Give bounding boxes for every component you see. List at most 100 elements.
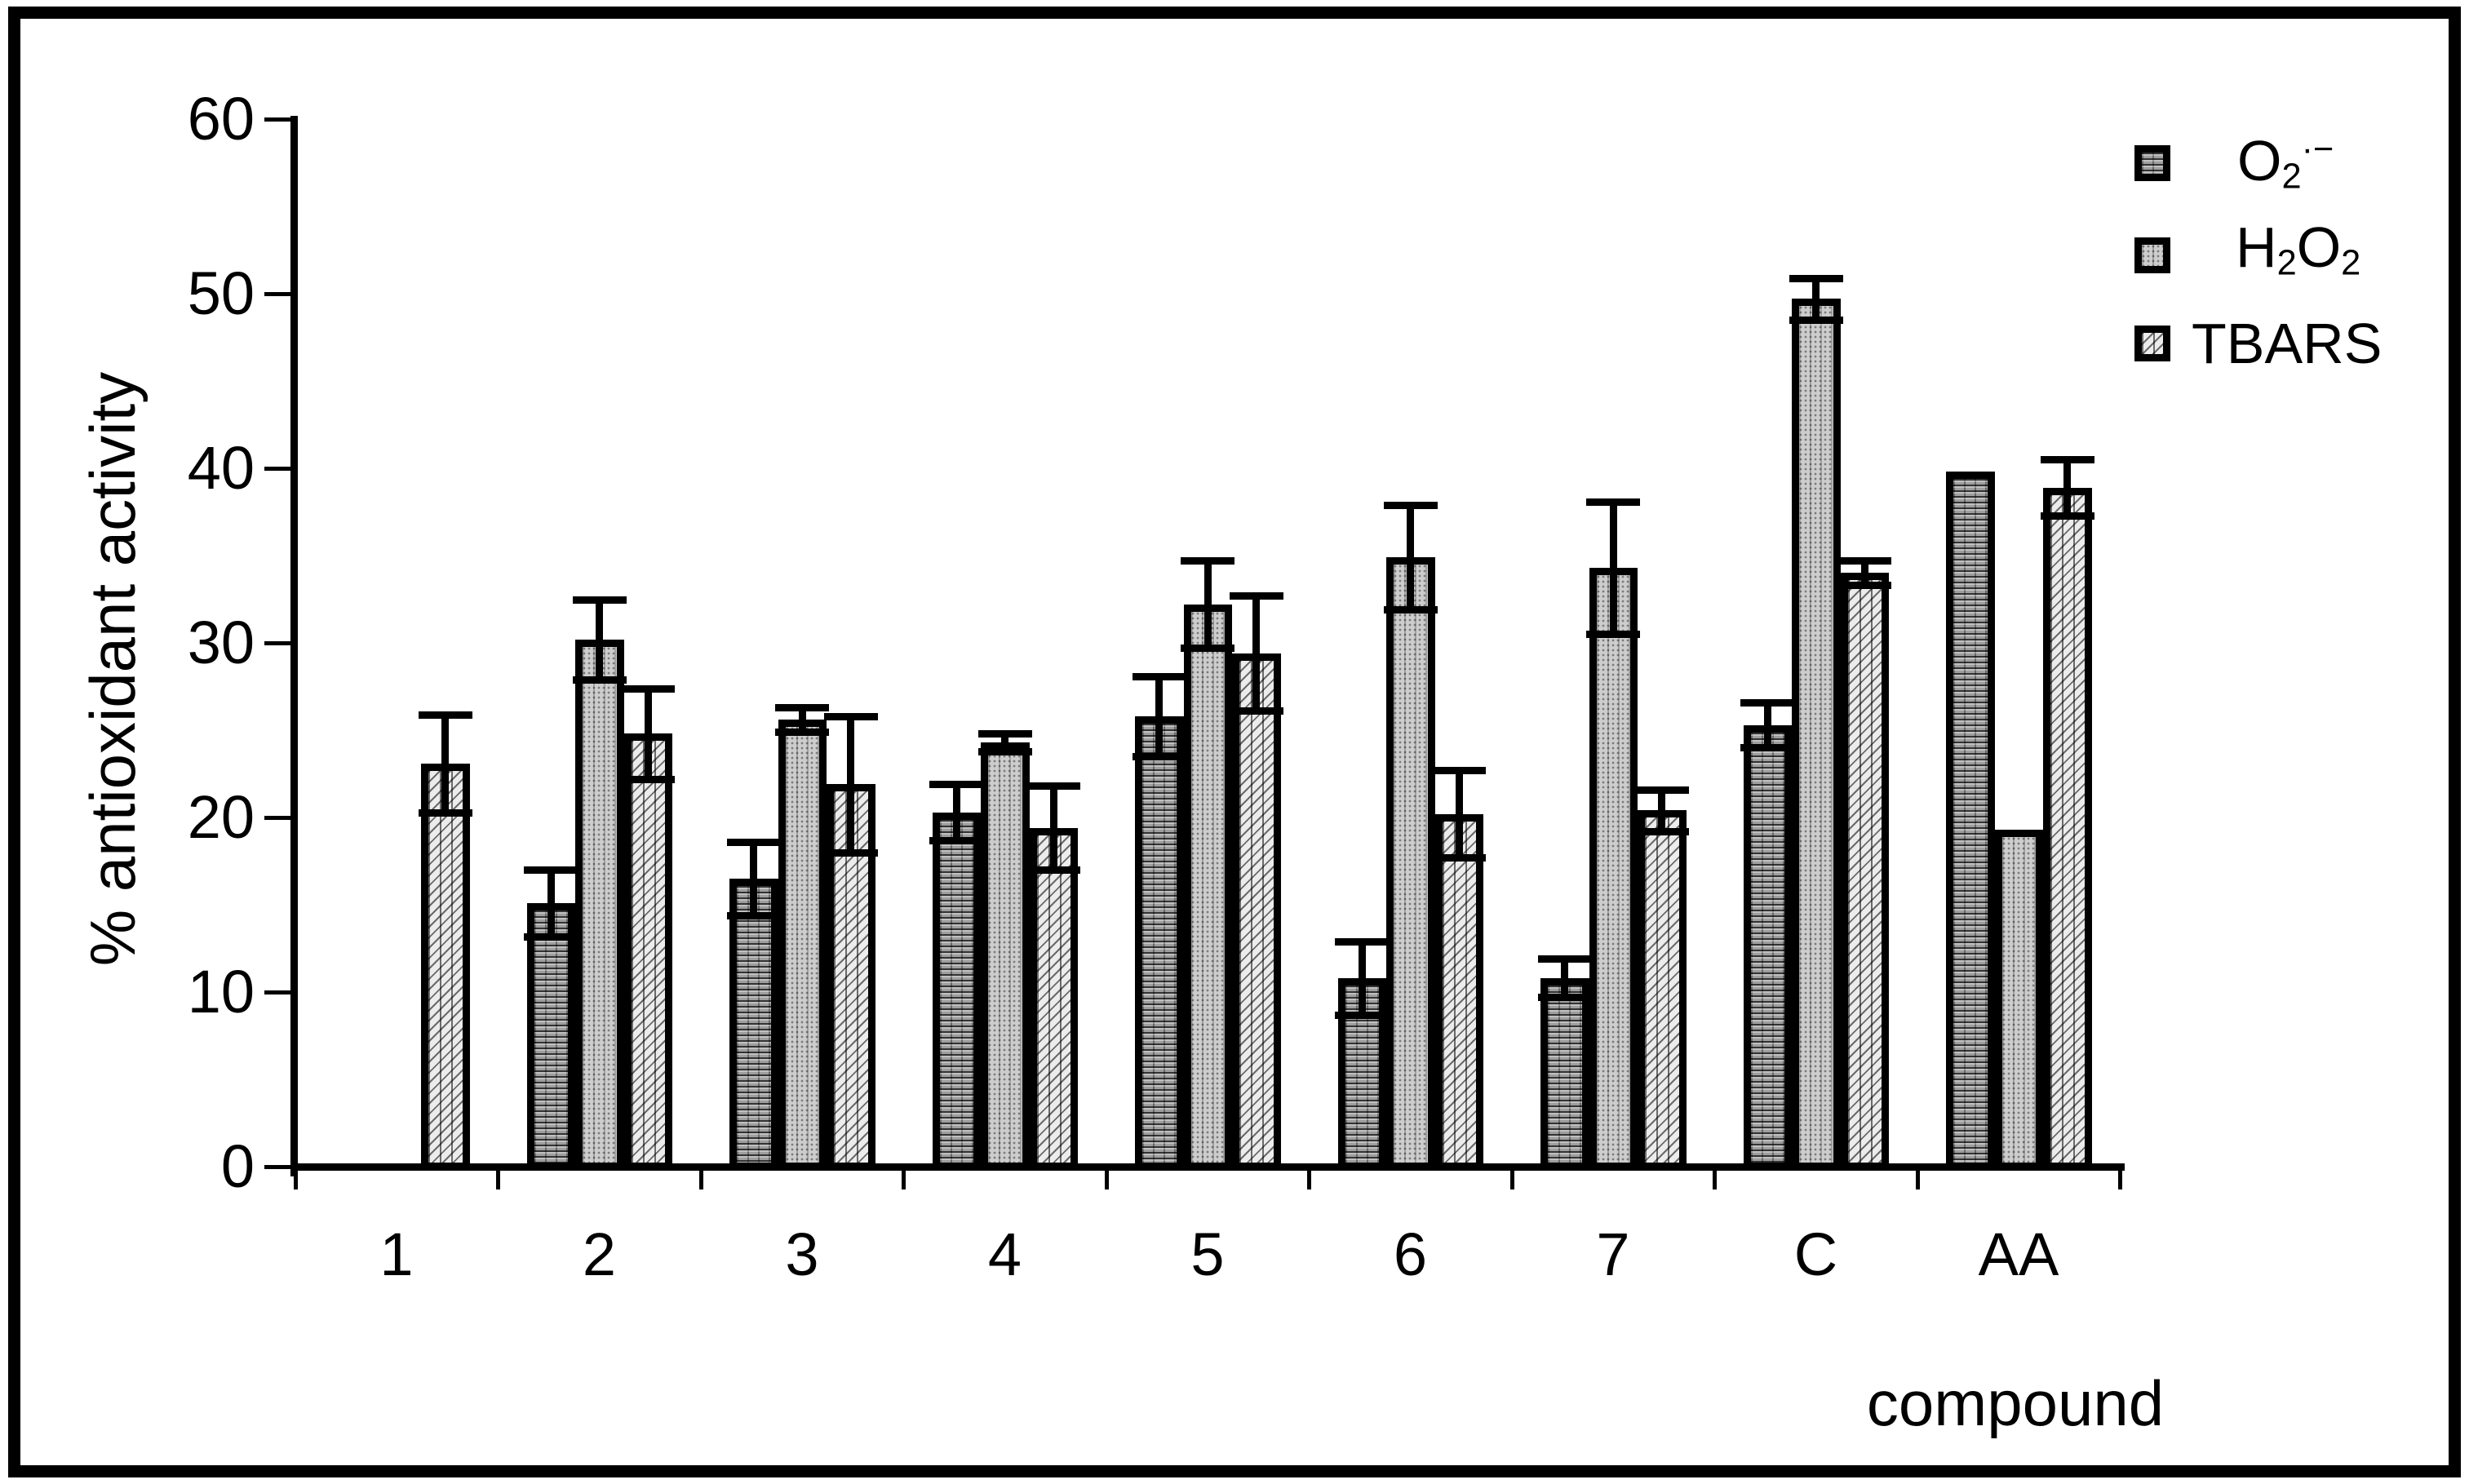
y-tick-label-60: 60 — [187, 85, 255, 153]
bar-o2-C — [1743, 724, 1792, 1170]
error-cap-top-tbars-7 — [1634, 786, 1689, 794]
bar-tbars-2 — [623, 733, 672, 1170]
bar-h2o2-7 — [1589, 567, 1638, 1170]
error-line-h2o2-5 — [1203, 560, 1212, 649]
error-cap-top-tbars-3 — [823, 712, 878, 720]
error-cap-top-h2o2-4 — [977, 730, 1032, 738]
error-cap-bottom-o2-7 — [1537, 994, 1592, 1002]
error-cap-bottom-h2o2-C — [1789, 317, 1843, 325]
y-tick-label-10: 10 — [187, 958, 255, 1026]
error-cap-top-h2o2-5 — [1181, 557, 1235, 565]
y-tick-40 — [264, 466, 295, 471]
error-line-o2-2 — [547, 870, 555, 937]
error-cap-bottom-h2o2-4 — [977, 747, 1032, 755]
y-tick-label-50: 50 — [187, 259, 255, 327]
bar-tbars-5 — [1232, 653, 1281, 1170]
error-cap-bottom-o2-C — [1740, 744, 1795, 752]
legend-swatch-tbars — [2134, 326, 2170, 361]
error-cap-top-o2-C — [1740, 698, 1795, 707]
legend-label-h2o2: H2O2 — [2236, 215, 2361, 283]
error-cap-top-tbars-6 — [1432, 767, 1487, 775]
error-cap-bottom-tbars-6 — [1432, 854, 1487, 862]
error-cap-bottom-h2o2-2 — [572, 676, 627, 684]
y-tick-60 — [264, 117, 295, 122]
y-tick-label-20: 20 — [187, 783, 255, 851]
y-tick-label-40: 40 — [187, 434, 255, 502]
error-line-tbars-2 — [644, 688, 652, 779]
x-category-label-3: 3 — [785, 1220, 819, 1288]
error-line-tbars-AA — [2063, 459, 2072, 516]
error-cap-top-h2o2-2 — [572, 596, 627, 604]
error-line-tbars-1 — [441, 714, 450, 813]
bar-h2o2-6 — [1386, 557, 1435, 1170]
error-cap-top-tbars-2 — [621, 684, 676, 693]
error-line-o2-7 — [1561, 959, 1569, 998]
bar-h2o2-2 — [575, 639, 624, 1170]
error-cap-top-tbars-C — [1837, 557, 1892, 565]
error-cap-bottom-h2o2-7 — [1586, 631, 1641, 639]
error-line-o2-3 — [750, 841, 758, 915]
bar-h2o2-5 — [1183, 604, 1232, 1170]
legend-swatch-o2 — [2134, 144, 2170, 181]
legend-label-o2: O2·− — [2237, 128, 2334, 197]
error-cap-bottom-h2o2-5 — [1181, 645, 1235, 653]
y-tick-10 — [264, 990, 295, 995]
error-cap-bottom-o2-2 — [524, 932, 578, 941]
error-line-h2o2-3 — [798, 707, 806, 733]
error-line-tbars-6 — [1455, 770, 1463, 858]
y-tick-label-0: 0 — [220, 1132, 255, 1200]
error-cap-top-tbars-4 — [1026, 782, 1081, 791]
error-line-h2o2-6 — [1407, 504, 1415, 610]
error-cap-top-o2-7 — [1537, 955, 1592, 963]
x-tick-2 — [698, 1167, 703, 1189]
x-tick-5 — [1307, 1167, 1311, 1189]
x-tick-7 — [1713, 1167, 1717, 1189]
bar-tbars-AA — [2043, 487, 2092, 1170]
y-tick-30 — [264, 640, 295, 645]
error-line-tbars-3 — [847, 715, 855, 853]
bar-o2-5 — [1135, 715, 1184, 1170]
x-category-label-7: 7 — [1596, 1220, 1630, 1288]
bar-tbars-6 — [1434, 813, 1483, 1170]
x-category-label-5: 5 — [1190, 1220, 1225, 1288]
error-cap-bottom-tbars-4 — [1026, 866, 1081, 875]
bar-h2o2-4 — [981, 742, 1030, 1170]
error-line-o2-5 — [1155, 676, 1164, 757]
error-cap-bottom-h2o2-6 — [1383, 606, 1438, 614]
bar-tbars-7 — [1638, 810, 1687, 1170]
x-category-label-2: 2 — [582, 1220, 617, 1288]
error-line-tbars-7 — [1658, 789, 1666, 832]
error-cap-bottom-o2-4 — [929, 836, 984, 844]
bar-h2o2-AA — [1994, 829, 2043, 1170]
legend-label-tbars: TBARS — [2192, 312, 2383, 375]
x-tick-3 — [902, 1167, 906, 1189]
bar-o2-AA — [1946, 472, 1995, 1170]
x-axis-title: compound — [1866, 1367, 2165, 1439]
error-line-tbars-4 — [1049, 786, 1057, 870]
error-cap-top-o2-3 — [726, 838, 781, 846]
bar-o2-4 — [932, 812, 981, 1170]
error-cap-top-tbars-1 — [418, 711, 472, 719]
error-cap-top-tbars-5 — [1229, 592, 1283, 600]
x-tick-6 — [1509, 1167, 1514, 1189]
error-line-h2o2-2 — [596, 599, 604, 680]
x-category-label-C: C — [1793, 1220, 1838, 1288]
error-cap-bottom-tbars-1 — [418, 808, 472, 817]
error-cap-bottom-tbars-5 — [1229, 707, 1283, 715]
error-cap-bottom-tbars-7 — [1634, 828, 1689, 836]
y-axis-line — [290, 116, 298, 1176]
x-category-label-AA: AA — [1978, 1220, 2059, 1288]
error-line-o2-6 — [1358, 941, 1366, 1015]
error-cap-top-h2o2-6 — [1383, 501, 1438, 509]
x-tick-0 — [293, 1167, 298, 1189]
y-tick-0 — [264, 1164, 295, 1169]
y-tick-label-30: 30 — [187, 609, 255, 676]
error-cap-bottom-tbars-AA — [2040, 512, 2094, 520]
bar-tbars-1 — [421, 763, 470, 1170]
x-tick-1 — [496, 1167, 500, 1189]
x-tick-9 — [2118, 1167, 2122, 1189]
error-cap-bottom-o2-6 — [1335, 1011, 1390, 1019]
error-cap-top-o2-5 — [1132, 672, 1186, 680]
error-line-o2-4 — [952, 784, 960, 840]
